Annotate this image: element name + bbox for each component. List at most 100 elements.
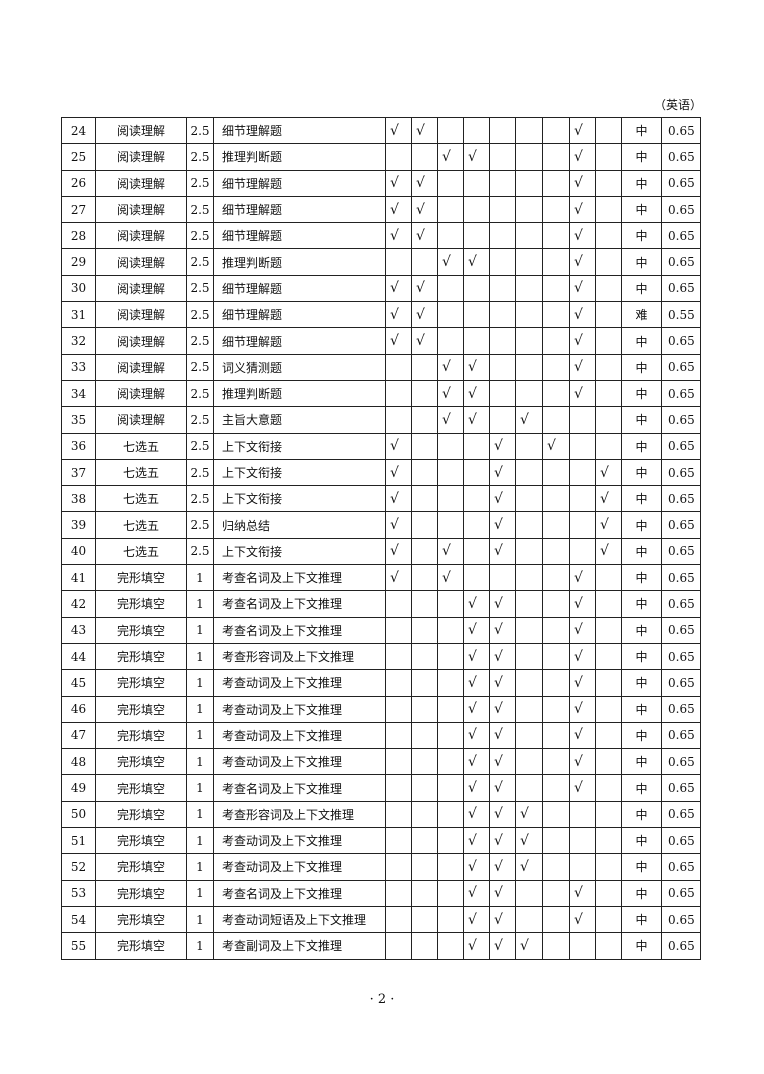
difficulty-level: 中	[621, 774, 662, 802]
question-type: 阅读理解	[95, 353, 187, 381]
difficulty-level: 中	[621, 169, 662, 197]
table-row: 26 阅读理解 2.5 细节理解题 √ √ √ 中 0.65	[61, 169, 701, 197]
check-cell-2	[411, 800, 438, 829]
table-row: 50 完形填空 1 考查形容词及上下文推理 √ √ √ 中 0.65	[61, 800, 701, 829]
difficulty-level: 中	[621, 537, 662, 566]
knowledge-point: 考查副词及上下文推理	[213, 932, 386, 960]
check-cell-3	[437, 695, 464, 723]
check-cell-7	[542, 169, 570, 197]
check-cell-8: √	[569, 195, 596, 224]
check-cell-5: √	[489, 748, 516, 776]
check-cell-1	[385, 905, 412, 934]
table-row: 47 完形填空 1 考查动词及上下文推理 √ √ √ 中 0.65	[61, 721, 701, 750]
question-number: 30	[61, 274, 96, 303]
check-cell-8: √	[569, 642, 596, 671]
check-cell-6	[515, 879, 543, 907]
check-cell-4: √	[463, 669, 490, 697]
check-cell-7	[542, 195, 570, 224]
check-cell-7	[542, 537, 570, 566]
check-cell-9	[595, 616, 622, 644]
table-row: 32 阅读理解 2.5 细节理解题 √ √ √ 中 0.65	[61, 327, 701, 355]
question-number: 35	[61, 406, 96, 434]
check-cell-5	[489, 274, 516, 303]
check-cell-1	[385, 695, 412, 723]
check-cell-4	[463, 222, 490, 250]
check-cell-5	[489, 169, 516, 197]
check-cell-8: √	[569, 748, 596, 776]
check-cell-6	[515, 432, 543, 460]
question-type: 阅读理解	[95, 327, 187, 355]
question-type: 完形填空	[95, 853, 187, 881]
check-cell-3	[437, 195, 464, 224]
check-cell-1	[385, 379, 412, 408]
check-cell-6: √	[515, 853, 543, 881]
check-cell-9	[595, 564, 622, 592]
check-cell-5	[489, 248, 516, 276]
difficulty-level: 中	[621, 905, 662, 934]
difficulty-level: 中	[621, 432, 662, 460]
check-cell-1: √	[385, 222, 412, 250]
check-cell-3	[437, 432, 464, 460]
check-cell-2	[411, 721, 438, 750]
check-cell-1: √	[385, 169, 412, 197]
table-row: 38 七选五 2.5 上下文衔接 √ √ √ 中 0.65	[61, 485, 701, 513]
difficulty-level: 中	[621, 379, 662, 408]
knowledge-point: 考查名词及上下文推理	[213, 590, 386, 618]
knowledge-point: 考查形容词及上下文推理	[213, 642, 386, 671]
difficulty-coefficient: 0.65	[661, 485, 701, 513]
check-cell-3	[437, 485, 464, 513]
check-cell-5: √	[489, 537, 516, 566]
score: 1	[186, 695, 214, 723]
score: 1	[186, 564, 214, 592]
check-cell-9	[595, 827, 622, 855]
difficulty-coefficient: 0.65	[661, 564, 701, 592]
check-cell-3	[437, 274, 464, 303]
question-number: 39	[61, 511, 96, 539]
check-cell-5: √	[489, 774, 516, 802]
check-cell-8: √	[569, 301, 596, 329]
check-cell-6	[515, 511, 543, 539]
score: 2.5	[186, 169, 214, 197]
check-cell-4: √	[463, 774, 490, 802]
score: 2.5	[186, 274, 214, 303]
check-cell-4	[463, 195, 490, 224]
check-cell-2	[411, 379, 438, 408]
check-cell-6	[515, 590, 543, 618]
question-number: 47	[61, 721, 96, 750]
knowledge-point: 细节理解题	[213, 222, 386, 250]
difficulty-coefficient: 0.65	[661, 458, 701, 487]
check-cell-1	[385, 669, 412, 697]
check-cell-7	[542, 853, 570, 881]
check-cell-4: √	[463, 748, 490, 776]
check-cell-5	[489, 327, 516, 355]
check-cell-8: √	[569, 564, 596, 592]
difficulty-coefficient: 0.65	[661, 353, 701, 381]
difficulty-coefficient: 0.65	[661, 879, 701, 907]
check-cell-7	[542, 248, 570, 276]
score: 1	[186, 590, 214, 618]
score: 1	[186, 616, 214, 644]
knowledge-point: 考查动词及上下文推理	[213, 669, 386, 697]
table-row: 51 完形填空 1 考查动词及上下文推理 √ √ √ 中 0.65	[61, 827, 701, 855]
difficulty-coefficient: 0.65	[661, 116, 701, 145]
knowledge-point: 考查形容词及上下文推理	[213, 800, 386, 829]
difficulty-coefficient: 0.65	[661, 195, 701, 224]
check-cell-6	[515, 353, 543, 381]
check-cell-8: √	[569, 248, 596, 276]
check-cell-3: √	[437, 248, 464, 276]
check-cell-8	[569, 511, 596, 539]
question-type: 阅读理解	[95, 143, 187, 171]
check-cell-7	[542, 379, 570, 408]
knowledge-point: 推理判断题	[213, 143, 386, 171]
check-cell-3	[437, 327, 464, 355]
question-number: 44	[61, 642, 96, 671]
check-cell-1: √	[385, 116, 412, 145]
check-cell-6	[515, 195, 543, 224]
question-number: 49	[61, 774, 96, 802]
check-cell-8: √	[569, 905, 596, 934]
check-cell-3	[437, 590, 464, 618]
check-cell-7	[542, 485, 570, 513]
score: 1	[186, 932, 214, 960]
question-number: 52	[61, 853, 96, 881]
check-cell-7: √	[542, 432, 570, 460]
